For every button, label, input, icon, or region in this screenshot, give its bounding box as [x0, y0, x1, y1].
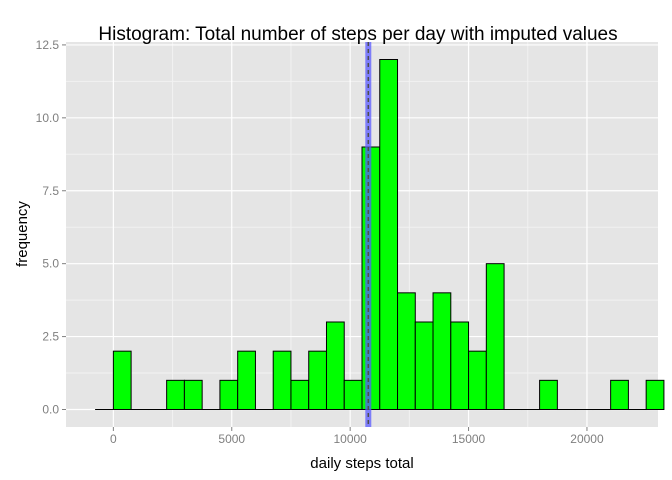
- histogram-bar: [610, 379, 629, 411]
- histogram-bar: [237, 350, 256, 410]
- y-axis-ticks: 0.0 2.5 5.0 7.5 10.0 12.5: [36, 38, 66, 417]
- y-tick-label: 10.0: [36, 111, 60, 125]
- x-axis-ticks: 0 5000 10000 15000 20000: [110, 427, 604, 446]
- x-tick-label: 5000: [218, 432, 245, 446]
- histogram-bar: [485, 263, 505, 410]
- x-axis-title: daily steps total: [310, 455, 413, 472]
- histogram-bar: [325, 321, 345, 410]
- histogram-bar: [468, 350, 487, 410]
- y-tick-label: 2.5: [42, 330, 59, 344]
- histogram-bar: [539, 379, 558, 411]
- histogram-bar: [343, 379, 363, 411]
- histogram-bar: [112, 350, 132, 410]
- histogram-bar: [450, 321, 470, 410]
- histogram-bar: [379, 59, 399, 410]
- histogram-bar: [272, 350, 292, 410]
- histogram-bar: [166, 379, 185, 411]
- histogram-bar: [308, 350, 327, 410]
- histogram-bar: [432, 292, 452, 411]
- histogram-bar: [183, 379, 203, 411]
- histogram-bar: [414, 321, 434, 410]
- y-tick-label: 7.5: [42, 184, 59, 198]
- histogram-bar: [290, 379, 310, 411]
- histogram-bars: [95, 59, 665, 411]
- y-tick-label: 12.5: [36, 38, 60, 52]
- histogram-bar: [219, 379, 239, 411]
- y-tick-label: 0.0: [42, 403, 59, 417]
- y-axis-title: frequency: [14, 201, 31, 267]
- x-tick-label: 0: [110, 432, 117, 446]
- y-tick-label: 5.0: [42, 257, 59, 271]
- chart-title: Histogram: Total number of steps per day…: [98, 24, 617, 45]
- histogram-bar: [645, 379, 665, 411]
- histogram-bar: [397, 292, 416, 411]
- x-tick-label: 10000: [333, 432, 367, 446]
- x-tick-label: 15000: [452, 432, 486, 446]
- x-tick-label: 20000: [570, 432, 604, 446]
